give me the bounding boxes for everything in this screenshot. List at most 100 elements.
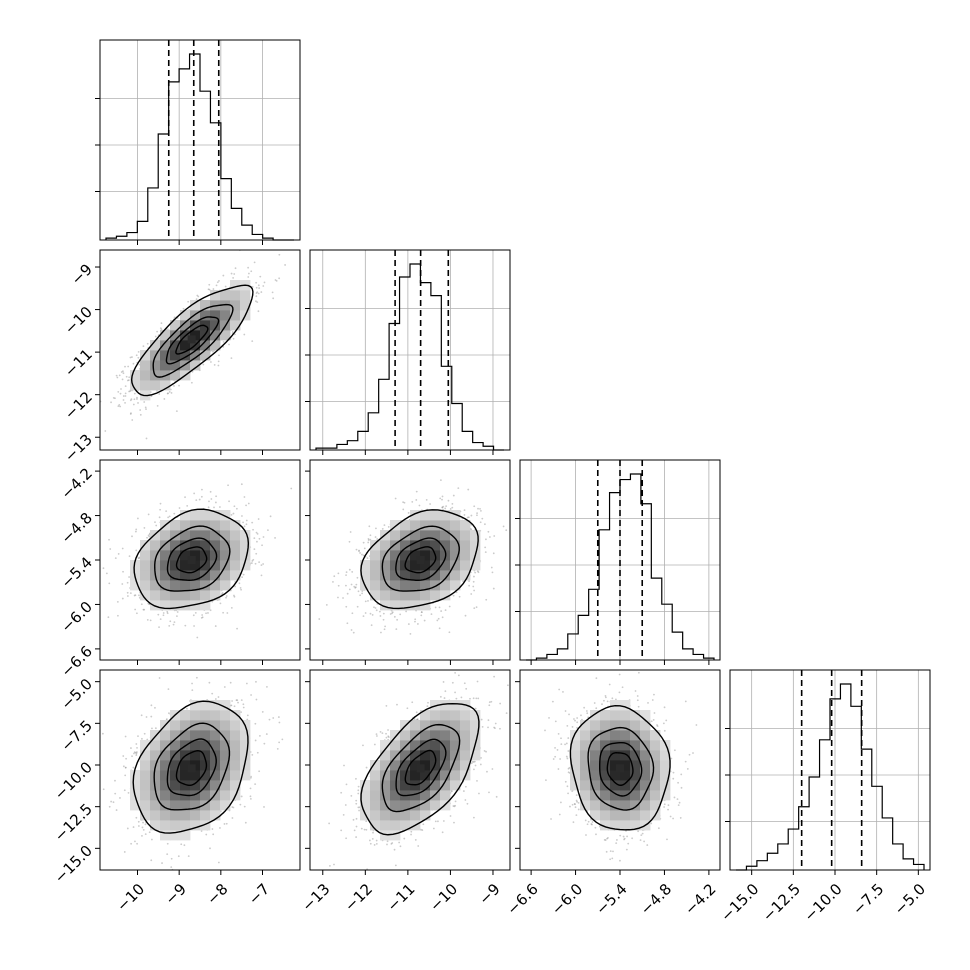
sample-point: [370, 624, 373, 627]
sample-point: [117, 614, 119, 617]
density-cell: [170, 370, 181, 381]
sample-point: [127, 365, 130, 368]
density-cell: [190, 520, 201, 531]
density-cell: [220, 310, 231, 321]
sample-point: [458, 595, 461, 598]
sample-point: [201, 488, 203, 491]
sample-point: [159, 508, 162, 511]
density-cell: [190, 320, 201, 331]
density-cell: [210, 540, 221, 551]
density-cell: [230, 560, 241, 571]
sample-point: [187, 300, 190, 303]
sample-point: [345, 571, 348, 574]
sample-point: [129, 413, 132, 415]
sample-point: [233, 595, 236, 598]
density-cell: [150, 550, 161, 561]
sample-point: [440, 610, 443, 612]
density-cell: [170, 590, 181, 601]
sample-point: [359, 594, 362, 597]
density-cell: [150, 590, 161, 601]
sample-point: [210, 498, 213, 500]
sample-point: [136, 398, 138, 400]
sample-point: [272, 297, 275, 300]
sample-point: [351, 571, 354, 573]
sample-point: [125, 375, 128, 378]
density-cell: [190, 570, 201, 581]
density-cell: [170, 550, 181, 561]
sample-point: [145, 437, 148, 440]
density-cell: [160, 590, 171, 601]
sample-point: [348, 540, 351, 543]
sample-point: [109, 548, 112, 550]
sample-point: [157, 613, 160, 616]
sample-point: [225, 596, 227, 599]
sample-point: [173, 621, 176, 623]
sample-point: [248, 272, 250, 275]
density-cell: [150, 380, 161, 391]
density-cell: [150, 340, 161, 351]
contour-line: [166, 537, 218, 582]
density-cell: [240, 300, 251, 311]
sample-point: [470, 528, 473, 531]
sample-point: [184, 624, 187, 627]
sample-point: [115, 374, 118, 377]
density-cell: [180, 310, 191, 321]
sample-point: [257, 310, 260, 313]
y-tick-label: −10: [61, 303, 96, 338]
sample-point: [112, 396, 115, 399]
scatter-panel-0-2: [99, 459, 301, 661]
contour-line: [130, 284, 254, 397]
sample-point: [418, 504, 421, 507]
sample-point: [173, 512, 176, 515]
sample-point: [202, 363, 205, 366]
sample-point: [452, 494, 455, 497]
sample-point: [367, 539, 370, 542]
density-cell: [160, 580, 171, 591]
sample-point: [250, 562, 253, 564]
density-cell: [170, 330, 181, 341]
sample-point: [128, 576, 130, 578]
sample-point: [218, 354, 220, 357]
sample-point: [348, 588, 351, 591]
sample-point: [168, 515, 171, 518]
sample-point: [173, 385, 175, 387]
panel-frame: [99, 249, 301, 451]
sample-point: [484, 546, 487, 549]
density-cell: [160, 330, 171, 341]
sample-point: [457, 487, 460, 490]
density-cell: [160, 350, 171, 361]
sample-point: [260, 564, 263, 567]
sample-point: [260, 574, 263, 577]
sample-point: [439, 479, 442, 482]
sample-point: [131, 419, 134, 421]
density-cell: [160, 340, 171, 351]
sample-point: [257, 284, 260, 287]
sample-point: [484, 551, 487, 554]
sample-point: [256, 301, 259, 304]
sample-point: [393, 615, 396, 618]
density-cell: [200, 570, 211, 581]
sample-point: [325, 604, 328, 606]
sample-point: [387, 526, 390, 528]
sample-point: [420, 611, 423, 614]
contour-line: [154, 525, 231, 592]
sample-point: [195, 499, 198, 502]
sample-point: [240, 588, 242, 591]
sample-point: [374, 607, 377, 609]
sample-point: [258, 287, 261, 289]
sample-point: [207, 612, 209, 614]
sample-point: [278, 253, 281, 256]
sample-point: [251, 560, 254, 562]
x-tick-label: −10.0: [801, 880, 846, 925]
sample-point: [159, 327, 162, 330]
density-cell: [180, 320, 191, 331]
sample-point: [263, 281, 266, 284]
sample-point: [473, 607, 476, 610]
sample-point: [451, 502, 454, 505]
sample-point: [258, 561, 261, 564]
density-cell: [190, 580, 201, 591]
sample-point: [447, 499, 450, 502]
density-cell: [200, 340, 211, 351]
sample-point: [208, 500, 210, 503]
x-tick-label: −12.5: [759, 880, 804, 925]
